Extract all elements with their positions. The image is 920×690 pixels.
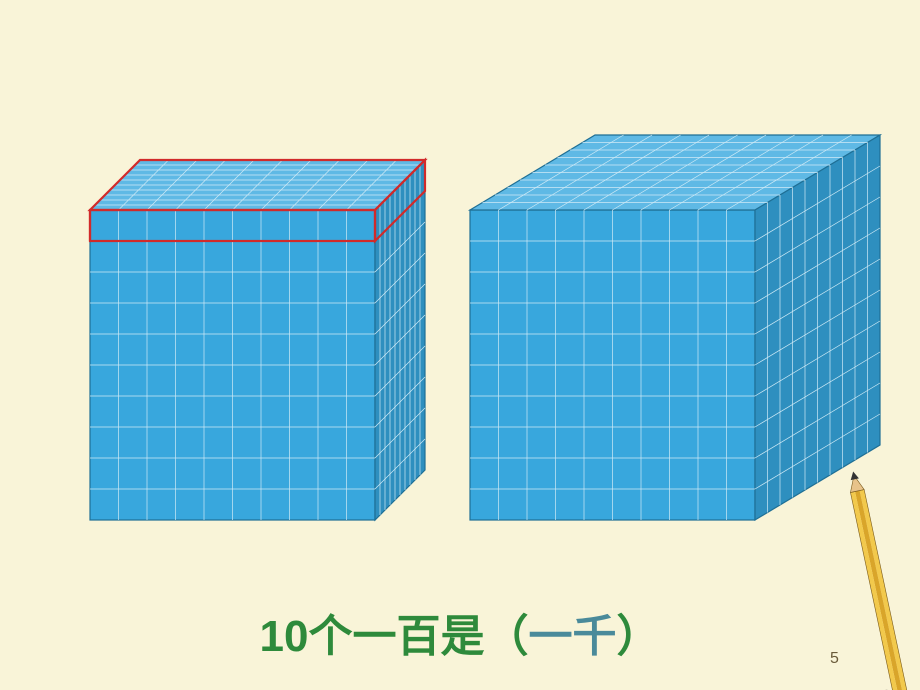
diagram-scene	[0, 0, 920, 690]
cube	[90, 160, 425, 520]
cube	[470, 135, 880, 520]
caption-text: 10个一百是（一千）	[0, 600, 920, 664]
caption-part-3: ）	[616, 612, 660, 661]
caption-part-1: 10个一百是（	[260, 612, 529, 661]
caption-part-2: 一千	[528, 612, 616, 661]
page-number: 5	[830, 650, 839, 668]
